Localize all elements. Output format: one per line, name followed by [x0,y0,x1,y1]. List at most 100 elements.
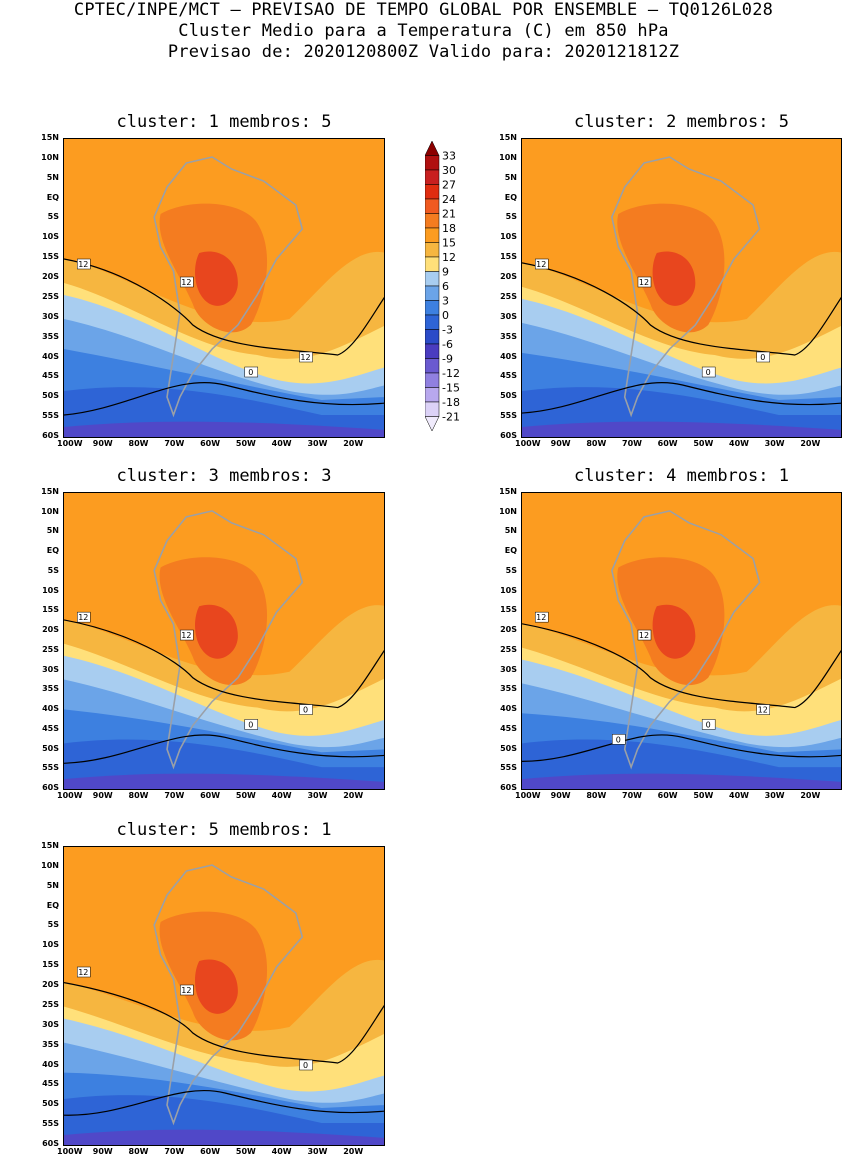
map-frame: 12 12 12 0 0 [521,492,842,790]
contour-label-box [756,704,770,715]
lat-tick-label: 10S [42,232,59,242]
colorbar-label: 9 [442,266,449,279]
map-frame: 12 12 12 0 [63,138,385,438]
contour-label: 12 [536,613,546,622]
contour-0 [522,381,841,414]
contour-12 [522,623,841,709]
contour-label-box [535,611,549,623]
lat-tick-label: 55S [42,763,59,773]
contour-label: 12 [181,278,191,287]
lat-tick-label: 5S [47,920,59,930]
lat-tick-label: 15N [499,487,517,496]
lon-tick-label: 100W [57,791,83,800]
lat-tick-label: 10S [500,232,517,242]
colorbar-label: 6 [442,280,449,293]
lat-tick-label: 35S [42,684,59,694]
lat-tick-label: EQ [46,900,59,910]
colorbar-label: 12 [442,251,456,264]
contour-12 [64,258,384,356]
lon-tick-label: 70W [622,791,642,800]
contour-label: 12 [639,631,649,640]
lon-axis: 100W 90W 80W 70W 60W 50W 40W 30W 20W [57,439,385,449]
lat-tick-label: 15N [41,841,59,850]
panel-title: cluster: 1 membros: 5 [116,112,332,132]
contour-0 [522,734,841,762]
lon-tick-label: 40W [729,439,749,448]
lon-tick-label: 50W [693,791,714,800]
lat-tick-label: 5N [504,172,517,182]
colorbar-label: 18 [442,222,456,235]
colorbar-label: 27 [442,179,456,192]
field-hot [195,959,238,1014]
colorbar-segment [424,372,440,388]
contour-label-box [180,984,194,996]
lon-tick-label: 100W [57,439,83,448]
lon-tick-label: 80W [586,439,607,448]
lon-tick-label: 90W [92,439,113,448]
lon-axis: 100W 90W 80W 70W 60W 50W 40W 30W 20W [57,791,385,801]
lon-tick-label: 20W [343,439,364,448]
contour-label-box [637,629,652,641]
lon-tick-label: 60W [657,791,678,800]
lat-tick-label: 15S [42,960,59,970]
colorbar-label: -21 [442,411,460,424]
contour-label-box [612,734,626,745]
contour-label: 12 [536,260,546,269]
lon-tick-label: 80W [128,1147,149,1156]
lat-tick-label: 10N [41,152,59,162]
lat-axis: 15N 10N 5N EQ 5S 10S 15S 20S 25S 30S 35S 40S 45S 50S 5… [489,487,519,792]
lon-tick-label: 80W [128,791,149,800]
contour-label-box [637,276,652,288]
lat-tick-label: 5S [505,565,517,575]
map-svg: 12 12 0 [64,847,384,1145]
lat-tick-label: 20S [500,625,517,635]
contour-label: 0 [706,720,711,729]
lat-tick-label: 10N [41,860,59,870]
lon-tick-label: 100W [515,439,541,448]
lat-tick-label: 10S [42,940,59,950]
lon-tick-label: 100W [57,1147,83,1156]
colorbar-label: -18 [442,396,460,409]
colorbar-segment [424,358,440,374]
lat-tick-label: 5N [504,526,517,536]
lat-tick-label: 5S [505,212,517,222]
colorbar-segment [424,416,440,432]
colorbar-label: 3 [442,295,449,308]
lon-tick-label: 50W [693,439,714,448]
lon-tick-label: 90W [92,791,113,800]
map-frame: 12 12 0 [63,846,385,1146]
header: CPTEC/INPE/MCT – PREVISAO DE TEMPO GLOBA… [0,0,847,63]
lat-tick-label: 60S [42,431,59,440]
lat-tick-label: EQ [504,192,517,202]
lon-tick-label: 40W [271,791,292,800]
lat-tick-label: 60S [500,431,517,440]
contour-label: 12 [78,968,88,977]
colorbar-segment [424,387,440,403]
lon-tick-label: 40W [729,791,749,800]
colorbar-segment [424,242,440,258]
contour-label: 12 [78,613,88,622]
lat-tick-label: 40S [42,1059,59,1069]
field-hot [195,251,238,306]
contour-label-box [756,351,770,363]
contour-0 [64,734,384,764]
contour-label: 0 [303,1061,308,1070]
lon-tick-label: 40W [271,439,292,448]
field-violet [64,1129,384,1145]
lat-tick-label: 50S [500,743,517,753]
lat-tick-label: 25S [500,291,517,301]
colorbar-label: -9 [442,353,453,366]
lat-tick-label: 55S [500,411,517,421]
lat-axis: 15N 10N 5N EQ 5S 10S 15S 20S 25S 30S 35S 40S 45S 50S 5… [489,133,519,440]
lat-tick-label: 30S [42,311,59,321]
lat-tick-label: EQ [46,192,59,202]
lat-tick-label: 15N [41,487,59,496]
lat-tick-label: 45S [42,1079,59,1089]
colorbar-label: 21 [442,208,456,221]
field-violet [522,421,841,437]
lon-tick-label: 20W [343,1147,364,1156]
lon-tick-label: 70W [622,439,642,448]
colorbar-label: 15 [442,237,456,250]
header-line3: Previsao de: 2020120800Z Valido para: 20… [167,42,680,62]
lat-tick-label: 60S [42,783,59,792]
